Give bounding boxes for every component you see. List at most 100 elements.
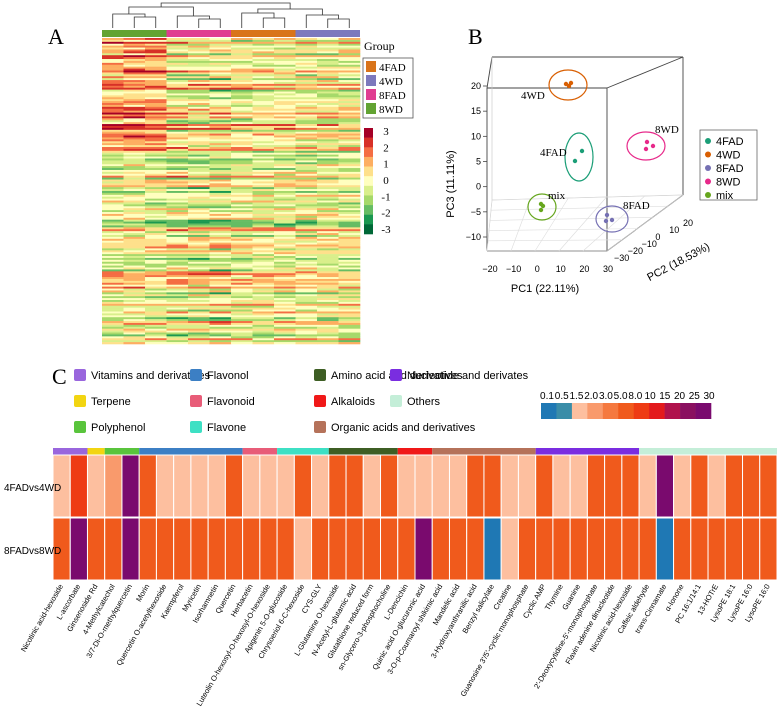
heat-cell xyxy=(317,108,339,111)
heat-cell xyxy=(274,242,296,245)
fc-scale-step xyxy=(571,403,588,419)
heat-cell xyxy=(317,275,339,278)
heat-cell xyxy=(102,208,124,211)
heat-cell xyxy=(123,332,146,335)
heat-cell xyxy=(274,305,296,308)
heat-cell xyxy=(166,322,189,326)
heat-cell xyxy=(102,55,124,58)
heat-cell xyxy=(338,143,361,146)
heat-cell xyxy=(338,229,361,232)
heat-cell xyxy=(231,265,253,268)
heat-cell xyxy=(123,129,146,133)
heat-cell xyxy=(231,183,253,186)
heat-cell xyxy=(274,286,296,289)
heat-cell xyxy=(231,181,253,184)
heat-cell xyxy=(209,39,232,43)
heat-cell xyxy=(252,204,275,207)
heat-cell xyxy=(295,135,318,138)
heat-cell xyxy=(317,171,339,175)
heat-cell xyxy=(145,217,167,220)
cluster-label-8FAD: 8FAD xyxy=(623,200,650,212)
heat-cell xyxy=(317,80,339,83)
heat-cell xyxy=(188,76,210,79)
heat-cell xyxy=(231,41,253,45)
heat-cell xyxy=(102,162,124,165)
heat-cell xyxy=(338,198,361,201)
heat-cell xyxy=(145,284,167,287)
heat-cell xyxy=(317,183,339,186)
heat-cell xyxy=(123,240,146,243)
heat-cell xyxy=(295,168,318,171)
heat-cell xyxy=(274,74,296,77)
heat-cell xyxy=(317,124,339,127)
fc-scale-step xyxy=(556,403,573,419)
heat-cell xyxy=(102,179,124,182)
heat-cell xyxy=(123,311,146,314)
heat-cell xyxy=(252,145,275,148)
heat-cell xyxy=(188,112,210,115)
heat-cell xyxy=(123,324,146,328)
fc-cell xyxy=(517,517,537,581)
heat-cell xyxy=(166,181,189,184)
heat-cell xyxy=(295,150,318,154)
heat-cell xyxy=(317,192,339,196)
heat-cell xyxy=(252,59,275,62)
heat-cell xyxy=(102,39,124,43)
fc-cell xyxy=(345,454,364,518)
heat-cell xyxy=(231,196,253,199)
heat-cell xyxy=(209,248,232,251)
heat-cell xyxy=(145,70,167,73)
heat-cell xyxy=(252,62,275,66)
heat-cell xyxy=(209,76,232,79)
heat-cell xyxy=(123,156,146,159)
heat-cell xyxy=(102,231,124,234)
heat-cell xyxy=(145,97,167,100)
heat-cell xyxy=(123,70,146,73)
category-label: Flavone xyxy=(207,422,246,434)
heat-cell xyxy=(209,85,232,89)
heat-cell xyxy=(231,39,253,43)
category-bar-segment xyxy=(53,448,88,455)
heat-cell xyxy=(123,286,146,289)
heat-cell xyxy=(209,103,232,106)
fc-cell xyxy=(207,517,226,581)
heat-cell xyxy=(274,192,296,196)
fc-scale-tick: 3.0 xyxy=(599,391,613,402)
heat-cell xyxy=(338,122,361,125)
heat-cell xyxy=(209,43,232,46)
heat-cell xyxy=(123,162,146,165)
heat-cell xyxy=(252,169,275,173)
heat-cell xyxy=(166,162,189,165)
heat-cell xyxy=(145,227,167,230)
heat-cell xyxy=(188,238,210,242)
heat-cell xyxy=(209,64,232,67)
heat-cell xyxy=(231,322,253,326)
heat-cell xyxy=(295,104,318,108)
heat-cell xyxy=(274,95,296,98)
heat-cell xyxy=(188,168,210,171)
heat-cell xyxy=(317,261,339,264)
fc-cell xyxy=(86,517,106,581)
heat-cell xyxy=(274,145,296,148)
heat-cell xyxy=(188,223,210,226)
y-tick-label: 20 xyxy=(471,81,481,91)
heat-cell xyxy=(317,103,339,106)
heat-cell xyxy=(145,200,167,203)
heat-cell xyxy=(295,91,318,94)
heat-cell xyxy=(252,87,275,90)
heat-cell xyxy=(274,59,296,62)
heat-cell xyxy=(145,143,167,146)
heat-cell xyxy=(231,301,253,305)
heat-cell xyxy=(338,43,361,46)
heat-cell xyxy=(274,229,296,232)
heat-cell xyxy=(231,59,253,62)
heat-cell xyxy=(145,85,167,89)
heat-cell xyxy=(145,124,167,127)
heat-cell xyxy=(145,259,167,263)
heat-cell xyxy=(123,301,146,305)
heat-cell xyxy=(102,225,124,228)
heat-cell xyxy=(123,166,146,169)
heat-cell xyxy=(166,324,189,328)
